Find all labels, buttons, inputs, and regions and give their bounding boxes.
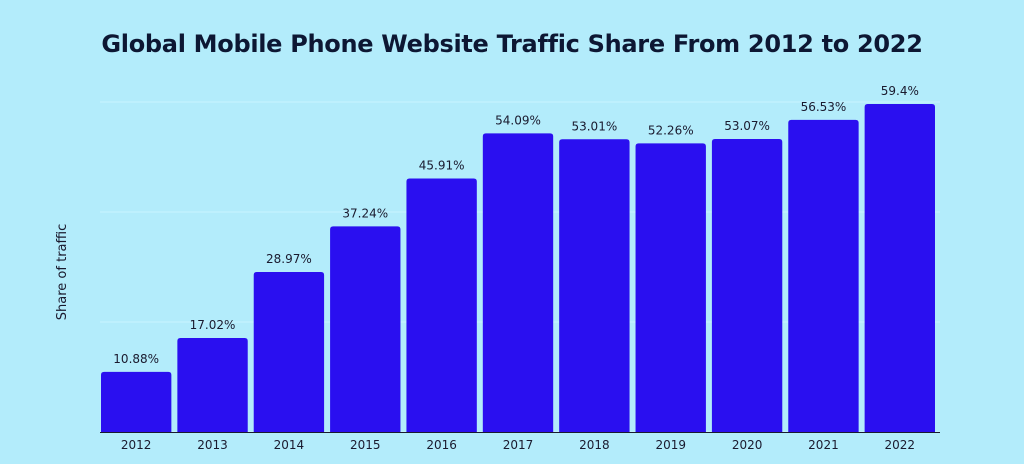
bar-2022: [864, 104, 935, 432]
bars: [101, 104, 935, 432]
bar-2012: [101, 371, 172, 432]
y-axis-label: Share of traffic: [55, 224, 70, 320]
data-label-2014: 28.97%: [266, 252, 312, 266]
data-label-2016: 45.91%: [419, 158, 465, 172]
data-label-2013: 17.02%: [190, 318, 236, 332]
data-label-2019: 52.26%: [648, 123, 694, 137]
x-tick-2016: 2016: [426, 438, 457, 452]
bar-2013: [177, 338, 248, 432]
data-label-2022: 59.4%: [881, 84, 919, 98]
bar-2017: [482, 133, 554, 432]
bar-2015: [330, 226, 401, 432]
bar-2020: [711, 138, 783, 432]
x-tick-2012: 2012: [121, 438, 152, 452]
x-tick-2019: 2019: [655, 438, 686, 452]
data-label-2015: 37.24%: [342, 206, 388, 220]
bar-2021: [788, 119, 859, 432]
bar-2014: [253, 272, 325, 432]
data-label-2021: 56.53%: [801, 100, 847, 114]
x-tick-2022: 2022: [885, 438, 916, 452]
data-label-2018: 53.01%: [571, 119, 617, 133]
data-label-2012: 10.88%: [113, 352, 159, 366]
data-labels: 10.88% 17.02% 28.97% 37.24% 45.91% 54.09% 53.0…: [113, 84, 919, 366]
bar-2018: [559, 139, 630, 432]
x-tick-2013: 2013: [197, 438, 228, 452]
x-tick-2015: 2015: [350, 438, 381, 452]
x-tick-2018: 2018: [579, 438, 610, 452]
data-label-2020: 53.07%: [724, 119, 770, 133]
x-tick-2017: 2017: [503, 438, 534, 452]
bar-2019: [635, 143, 706, 432]
x-tick-labels: 2012 2013 2014 2015 2016 2017 2018 2019 2020 2021…: [121, 438, 915, 452]
x-tick-2014: 2014: [274, 438, 305, 452]
data-label-2017: 54.09%: [495, 113, 541, 127]
x-tick-2021: 2021: [808, 438, 839, 452]
bar-2016: [406, 178, 477, 432]
x-tick-2020: 2020: [732, 438, 763, 452]
chart-title: Global Mobile Phone Website Traffic Shar…: [101, 30, 923, 58]
